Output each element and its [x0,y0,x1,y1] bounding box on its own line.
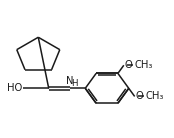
Text: O: O [136,91,143,101]
Text: O: O [125,60,132,70]
Text: HO: HO [6,83,22,93]
Text: CH₃: CH₃ [134,60,153,70]
Text: H: H [71,79,78,88]
Text: N: N [66,76,73,86]
Text: CH₃: CH₃ [145,91,164,101]
